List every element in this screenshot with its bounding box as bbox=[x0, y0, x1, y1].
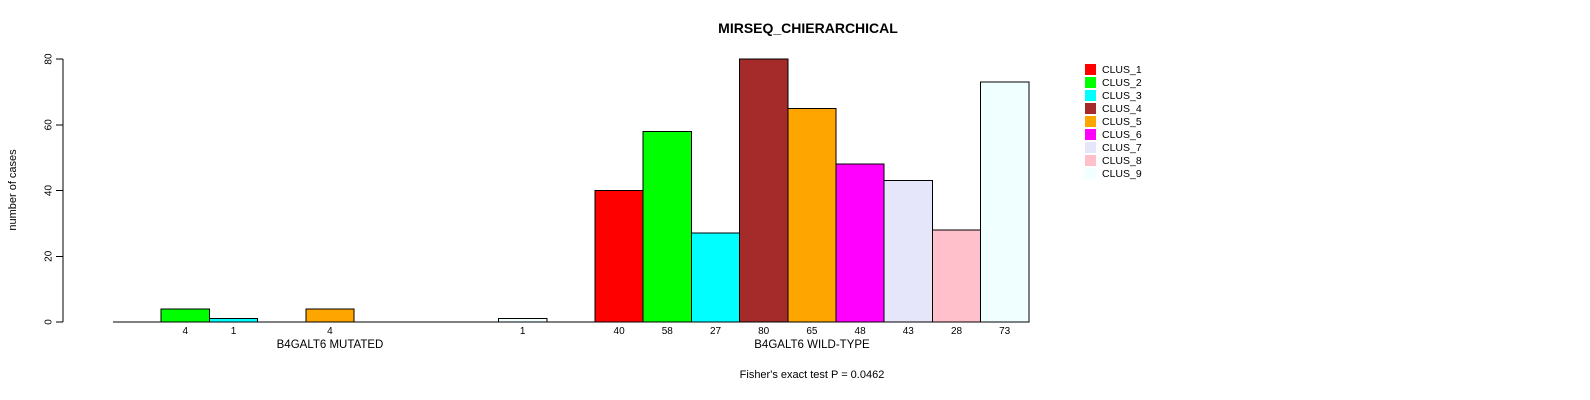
bar-wildtype-clus_9 bbox=[980, 81, 1030, 323]
y-tick-label: 20 bbox=[44, 250, 55, 262]
x-axis-group-label-mutated: B4GALT6 MUTATED bbox=[277, 339, 384, 351]
bar-mutated-clus_3 bbox=[208, 318, 259, 323]
legend-swatch-clus_8 bbox=[1085, 155, 1096, 166]
bar-wildtype-clus_8 bbox=[931, 229, 982, 323]
y-tick-label: 0 bbox=[44, 319, 55, 325]
bar-wildtype-clus_7 bbox=[883, 180, 933, 323]
bar-value-label: 1 bbox=[520, 326, 526, 337]
legend-label-clus_8: CLUS_8 bbox=[1102, 155, 1142, 167]
legend-label-clus_3: CLUS_3 bbox=[1102, 90, 1142, 102]
y-axis-title: number of cases bbox=[7, 149, 19, 231]
bar-value-labels-layer: 4 1 4 1 40 58 27 80 65 48 43 28 73 bbox=[183, 326, 1011, 337]
y-tick-label: 80 bbox=[44, 53, 55, 65]
bar-value-label: 4 bbox=[327, 326, 333, 337]
bar-value-label: 28 bbox=[951, 326, 963, 337]
bar-wildtype-clus_4 bbox=[739, 58, 789, 323]
bar-mutated-clus_5 bbox=[305, 308, 355, 323]
legend-label-clus_9: CLUS_9 bbox=[1102, 168, 1142, 180]
y-tick-label: 60 bbox=[44, 119, 55, 131]
bar-wildtype-clus_2 bbox=[642, 130, 692, 323]
bar-value-label: 80 bbox=[758, 326, 770, 337]
bar-value-label: 58 bbox=[662, 326, 674, 337]
legend-swatch-clus_4 bbox=[1085, 103, 1096, 114]
fisher-test-annotation: Fisher's exact test P = 0.0462 bbox=[740, 369, 885, 381]
legend-label-clus_5: CLUS_5 bbox=[1102, 116, 1142, 128]
legend-label-clus_4: CLUS_4 bbox=[1102, 103, 1142, 115]
bar-wildtype-clus_6 bbox=[835, 163, 885, 323]
bar-value-label: 48 bbox=[855, 326, 867, 337]
bars-layer bbox=[160, 58, 1030, 323]
bar-mutated-clus_2 bbox=[160, 308, 210, 323]
legend: CLUS_1CLUS_2CLUS_3CLUS_4CLUS_5CLUS_6CLUS… bbox=[1085, 64, 1142, 180]
x-axis-group-label-wildtype: B4GALT6 WILD-TYPE bbox=[754, 339, 870, 351]
bar-value-label: 1 bbox=[231, 326, 237, 337]
legend-swatch-clus_2 bbox=[1085, 77, 1096, 88]
legend-swatch-clus_5 bbox=[1085, 116, 1096, 127]
y-tick-label: 40 bbox=[44, 185, 55, 197]
bar-mutated-clus_9 bbox=[498, 318, 548, 323]
bar-value-label: 4 bbox=[183, 326, 189, 337]
bar-value-label: 43 bbox=[903, 326, 915, 337]
legend-label-clus_2: CLUS_2 bbox=[1102, 77, 1142, 89]
legend-swatch-clus_3 bbox=[1085, 90, 1096, 101]
bar-value-label: 40 bbox=[614, 326, 626, 337]
chart-title: MIRSEQ_CHIERARCHICAL bbox=[718, 20, 898, 36]
bar-value-label: 65 bbox=[806, 326, 818, 337]
legend-swatch-clus_7 bbox=[1085, 142, 1096, 153]
legend-swatch-clus_1 bbox=[1085, 64, 1096, 75]
legend-swatch-clus_6 bbox=[1085, 129, 1096, 140]
legend-swatch-clus_9 bbox=[1085, 168, 1096, 179]
bar-value-label: 27 bbox=[710, 326, 722, 337]
legend-label-clus_7: CLUS_7 bbox=[1102, 142, 1142, 154]
bar-wildtype-clus_5 bbox=[787, 107, 837, 323]
legend-label-clus_6: CLUS_6 bbox=[1102, 129, 1142, 141]
legend-label-clus_1: CLUS_1 bbox=[1102, 64, 1142, 76]
bar-wildtype-clus_1 bbox=[594, 190, 644, 323]
bar-wildtype-clus_3 bbox=[690, 232, 741, 323]
bar-value-label: 73 bbox=[999, 326, 1011, 337]
